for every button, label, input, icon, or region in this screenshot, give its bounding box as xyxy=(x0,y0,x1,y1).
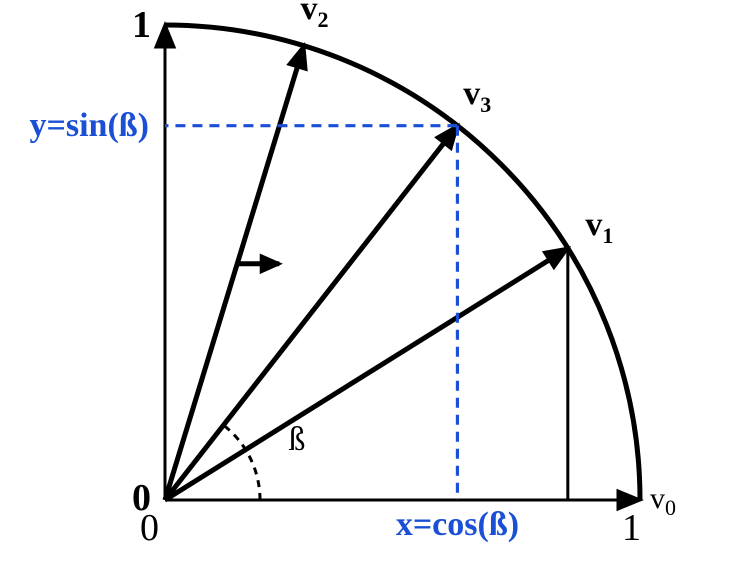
unit-circle-diagram xyxy=(0,0,743,574)
diagram-canvas: 1 0 0 1 v0 v1 v2 v3 y=sin(ß) x=cos(ß) ß xyxy=(0,0,743,574)
